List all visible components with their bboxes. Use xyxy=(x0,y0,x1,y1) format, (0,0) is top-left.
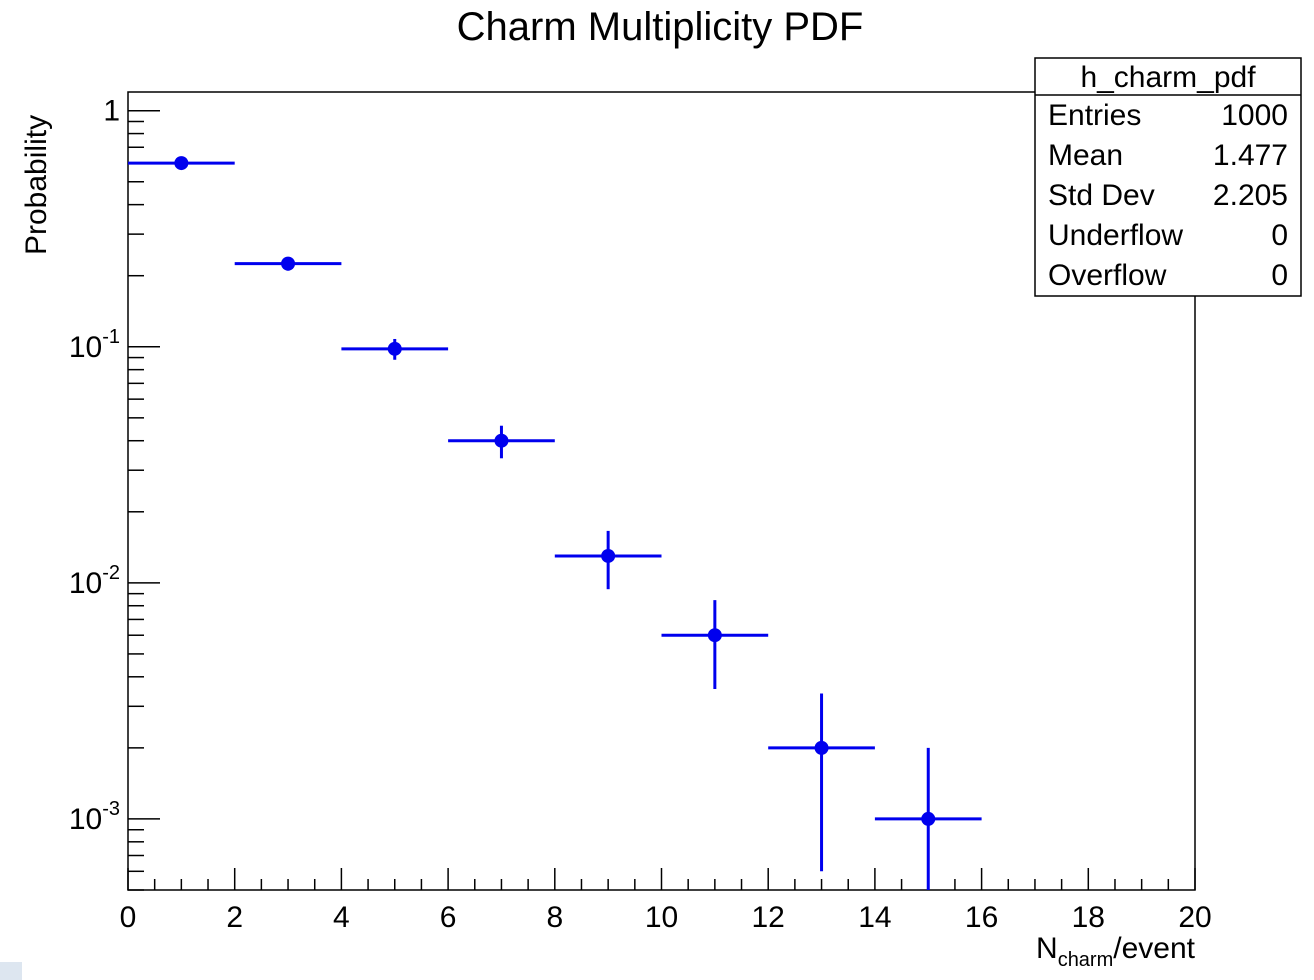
stats-row-value: 0 xyxy=(1271,219,1288,252)
x-tick-label: 0 xyxy=(120,901,137,934)
x-tick-label: 2 xyxy=(226,901,243,934)
stats-row-value: 2.205 xyxy=(1213,179,1288,212)
x-tick-label: 16 xyxy=(965,901,998,934)
stats-row-label: Entries xyxy=(1048,99,1141,132)
data-point xyxy=(601,548,616,563)
x-tick-label: 14 xyxy=(858,901,891,934)
data-point xyxy=(814,740,829,755)
data-point-group xyxy=(768,693,875,872)
data-point-group xyxy=(554,530,662,590)
data-point xyxy=(387,341,402,356)
x-tick-label: 10 xyxy=(645,901,678,934)
data-point xyxy=(707,628,722,643)
y-tick-label: 1 xyxy=(103,95,120,128)
x-tick-label: 6 xyxy=(440,901,457,934)
stats-row-value: 1.477 xyxy=(1213,139,1288,172)
x-tick-label: 4 xyxy=(333,901,350,934)
x-tick-label: 8 xyxy=(546,901,563,934)
stats-box-name: h_charm_pdf xyxy=(1080,61,1256,94)
stats-row-label: Overflow xyxy=(1048,259,1167,292)
x-axis-title-suffix: /event xyxy=(1113,932,1195,965)
stats-box-frame xyxy=(1034,57,1302,297)
x-axis-title: Ncharm/event xyxy=(1036,932,1196,971)
stats-row-label: Std Dev xyxy=(1048,179,1155,212)
data-point xyxy=(281,256,296,271)
y-tick-label: 10-1 xyxy=(69,326,120,364)
y-axis: 1 10-1 10-2 10-3 xyxy=(69,95,160,891)
stats-rows: Entries 1000 Mean 1.477 Std Dev 2.205 Underflo… xyxy=(1048,99,1288,292)
data-point-group xyxy=(448,425,555,459)
stats-row-value: 0 xyxy=(1271,259,1288,292)
x-axis-title-main: N xyxy=(1036,932,1058,965)
data-series xyxy=(128,156,982,890)
y-axis-title: Probability xyxy=(20,115,53,255)
y-tick-label: 10-2 xyxy=(69,562,120,600)
y-tick-label: 10-3 xyxy=(69,798,120,836)
corner-marker xyxy=(0,962,22,980)
data-point-group xyxy=(128,156,235,171)
x-tick-label: 18 xyxy=(1072,901,1105,934)
data-point-group xyxy=(661,600,769,690)
x-axis: 0 2 4 6 8 10 12 14 16 18 20 xyxy=(120,868,1212,934)
stats-row-label: Underflow xyxy=(1048,219,1183,252)
x-tick-label: 12 xyxy=(752,901,785,934)
data-point xyxy=(921,811,936,826)
stats-row-value: 1000 xyxy=(1221,99,1288,132)
x-tick-label: 20 xyxy=(1178,901,1211,934)
data-point-group xyxy=(234,256,342,271)
chart-title: Charm Multiplicity PDF xyxy=(457,5,864,49)
x-axis-title-sub: charm xyxy=(1058,949,1114,971)
data-point xyxy=(174,156,189,171)
data-point xyxy=(494,433,509,448)
stats-box: h_charm_pdf Entries 1000 Mean 1.477 Std Dev 2… xyxy=(1034,57,1302,297)
data-point-group xyxy=(341,338,449,360)
data-point-group xyxy=(874,747,982,890)
stats-row-label: Mean xyxy=(1048,139,1123,172)
